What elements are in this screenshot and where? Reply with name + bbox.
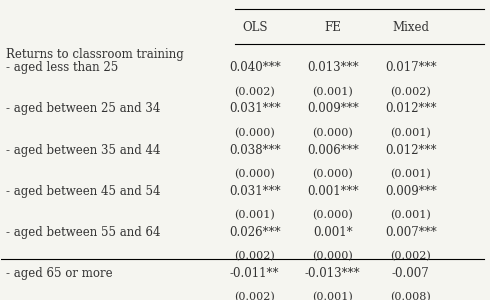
Text: 0.009***: 0.009*** — [385, 185, 437, 198]
Text: 0.031***: 0.031*** — [229, 185, 281, 198]
Text: (0.000): (0.000) — [312, 128, 353, 138]
Text: - aged less than 25: - aged less than 25 — [6, 61, 119, 74]
Text: 0.006***: 0.006*** — [307, 144, 359, 157]
Text: (0.000): (0.000) — [312, 251, 353, 261]
Text: 0.001*: 0.001* — [313, 226, 352, 239]
Text: 0.031***: 0.031*** — [229, 102, 281, 116]
Text: 0.012***: 0.012*** — [385, 102, 437, 116]
Text: (0.001): (0.001) — [234, 210, 275, 220]
Text: (0.002): (0.002) — [390, 86, 431, 97]
Text: (0.000): (0.000) — [312, 169, 353, 179]
Text: 0.013***: 0.013*** — [307, 61, 359, 74]
Text: 0.040***: 0.040*** — [229, 61, 281, 74]
Text: 0.038***: 0.038*** — [229, 144, 281, 157]
Text: OLS: OLS — [242, 21, 268, 34]
Text: (0.001): (0.001) — [312, 292, 353, 300]
Text: (0.002): (0.002) — [234, 251, 275, 261]
Text: (0.000): (0.000) — [234, 169, 275, 179]
Text: 0.012***: 0.012*** — [385, 144, 437, 157]
Text: (0.001): (0.001) — [312, 86, 353, 97]
Text: -0.013***: -0.013*** — [305, 267, 361, 280]
Text: (0.008): (0.008) — [390, 292, 431, 300]
Text: Mixed: Mixed — [392, 21, 429, 34]
Text: -0.007: -0.007 — [392, 267, 430, 280]
Text: 0.001***: 0.001*** — [307, 185, 359, 198]
Text: 0.026***: 0.026*** — [229, 226, 281, 239]
Text: FE: FE — [324, 21, 341, 34]
Text: - aged between 55 and 64: - aged between 55 and 64 — [6, 226, 161, 239]
Text: - aged between 45 and 54: - aged between 45 and 54 — [6, 185, 161, 198]
Text: (0.001): (0.001) — [390, 169, 431, 179]
Text: -0.011**: -0.011** — [230, 267, 279, 280]
Text: (0.001): (0.001) — [390, 128, 431, 138]
Text: (0.000): (0.000) — [312, 210, 353, 220]
Text: - aged between 25 and 34: - aged between 25 and 34 — [6, 102, 161, 116]
Text: - aged between 35 and 44: - aged between 35 and 44 — [6, 144, 161, 157]
Text: (0.001): (0.001) — [390, 210, 431, 220]
Text: 0.009***: 0.009*** — [307, 102, 359, 116]
Text: (0.002): (0.002) — [234, 292, 275, 300]
Text: Returns to classroom training: Returns to classroom training — [6, 48, 184, 61]
Text: 0.017***: 0.017*** — [385, 61, 437, 74]
Text: (0.000): (0.000) — [234, 128, 275, 138]
Text: - aged 65 or more: - aged 65 or more — [6, 267, 113, 280]
Text: (0.002): (0.002) — [390, 251, 431, 261]
Text: (0.002): (0.002) — [234, 86, 275, 97]
Text: 0.007***: 0.007*** — [385, 226, 437, 239]
